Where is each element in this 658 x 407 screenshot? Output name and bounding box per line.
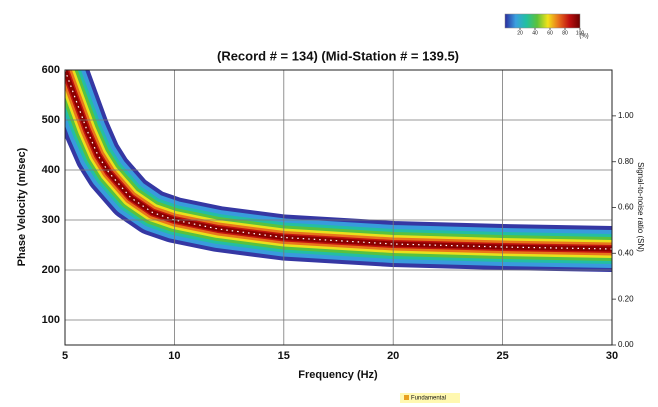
x-tick-label: 15: [278, 350, 290, 362]
x-axis-label: Frequency (Hz): [298, 369, 378, 381]
y2-tick-label: 0.00: [618, 340, 634, 349]
y-tick-label: 200: [42, 264, 60, 276]
x-tick-label: 20: [387, 350, 399, 362]
y-axis-label: Phase Velocity (m/sec): [16, 147, 28, 266]
x-tick-label: 30: [606, 350, 618, 362]
y-tick-label: 500: [42, 114, 60, 126]
y2-tick-label: 0.40: [618, 248, 634, 257]
y-tick-label: 600: [42, 64, 60, 76]
colorbar-tick-label: 80: [562, 30, 568, 36]
plot-frame: [64, 69, 613, 346]
colorbar: [504, 13, 581, 29]
picked-curve: [65, 70, 612, 250]
legend-box: [400, 393, 460, 403]
y-tick-label: 100: [42, 314, 60, 326]
x-tick-label: 25: [496, 350, 508, 362]
colorbar-tick-label: 60: [547, 30, 553, 36]
chart-title: (Record # = 134) (Mid-Station # = 139.5): [217, 48, 459, 63]
y2-axis-label: Signal-to-noise ratio (SN): [636, 162, 645, 252]
colorbar-label: (%): [579, 34, 588, 40]
y2-tick-label: 1.00: [618, 111, 634, 120]
y-tick-label: 400: [42, 164, 60, 176]
colorbar-tick-label: 40: [532, 30, 538, 36]
colorbar-tick-label: 20: [517, 30, 523, 36]
colorbar-tick-label: 100: [576, 30, 585, 36]
x-tick-label: 5: [62, 350, 68, 362]
legend-label: Fundamental: [411, 396, 446, 402]
y2-tick-label: 0.60: [618, 203, 634, 212]
y2-tick-label: 0.20: [618, 294, 634, 303]
y2-tick-label: 0.80: [618, 157, 634, 166]
y-tick-label: 300: [42, 214, 60, 226]
x-tick-label: 10: [168, 350, 180, 362]
legend-swatch: [404, 395, 409, 400]
